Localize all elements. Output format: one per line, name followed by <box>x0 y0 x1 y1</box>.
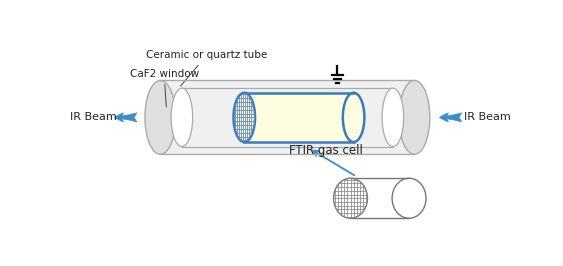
Ellipse shape <box>145 80 176 154</box>
Text: CaF2 window: CaF2 window <box>129 69 199 107</box>
Ellipse shape <box>382 88 404 147</box>
Ellipse shape <box>399 80 430 154</box>
Polygon shape <box>244 93 354 142</box>
Ellipse shape <box>334 178 368 218</box>
Text: IR Beam: IR Beam <box>70 113 117 122</box>
Polygon shape <box>160 80 414 154</box>
Ellipse shape <box>171 88 193 147</box>
Text: IR Beam: IR Beam <box>464 113 511 122</box>
Ellipse shape <box>392 178 426 218</box>
Polygon shape <box>351 178 409 218</box>
Text: FTIR gas cell: FTIR gas cell <box>289 144 363 157</box>
Ellipse shape <box>234 93 255 142</box>
Text: Ceramic or quartz tube: Ceramic or quartz tube <box>146 50 267 86</box>
Ellipse shape <box>343 93 364 142</box>
